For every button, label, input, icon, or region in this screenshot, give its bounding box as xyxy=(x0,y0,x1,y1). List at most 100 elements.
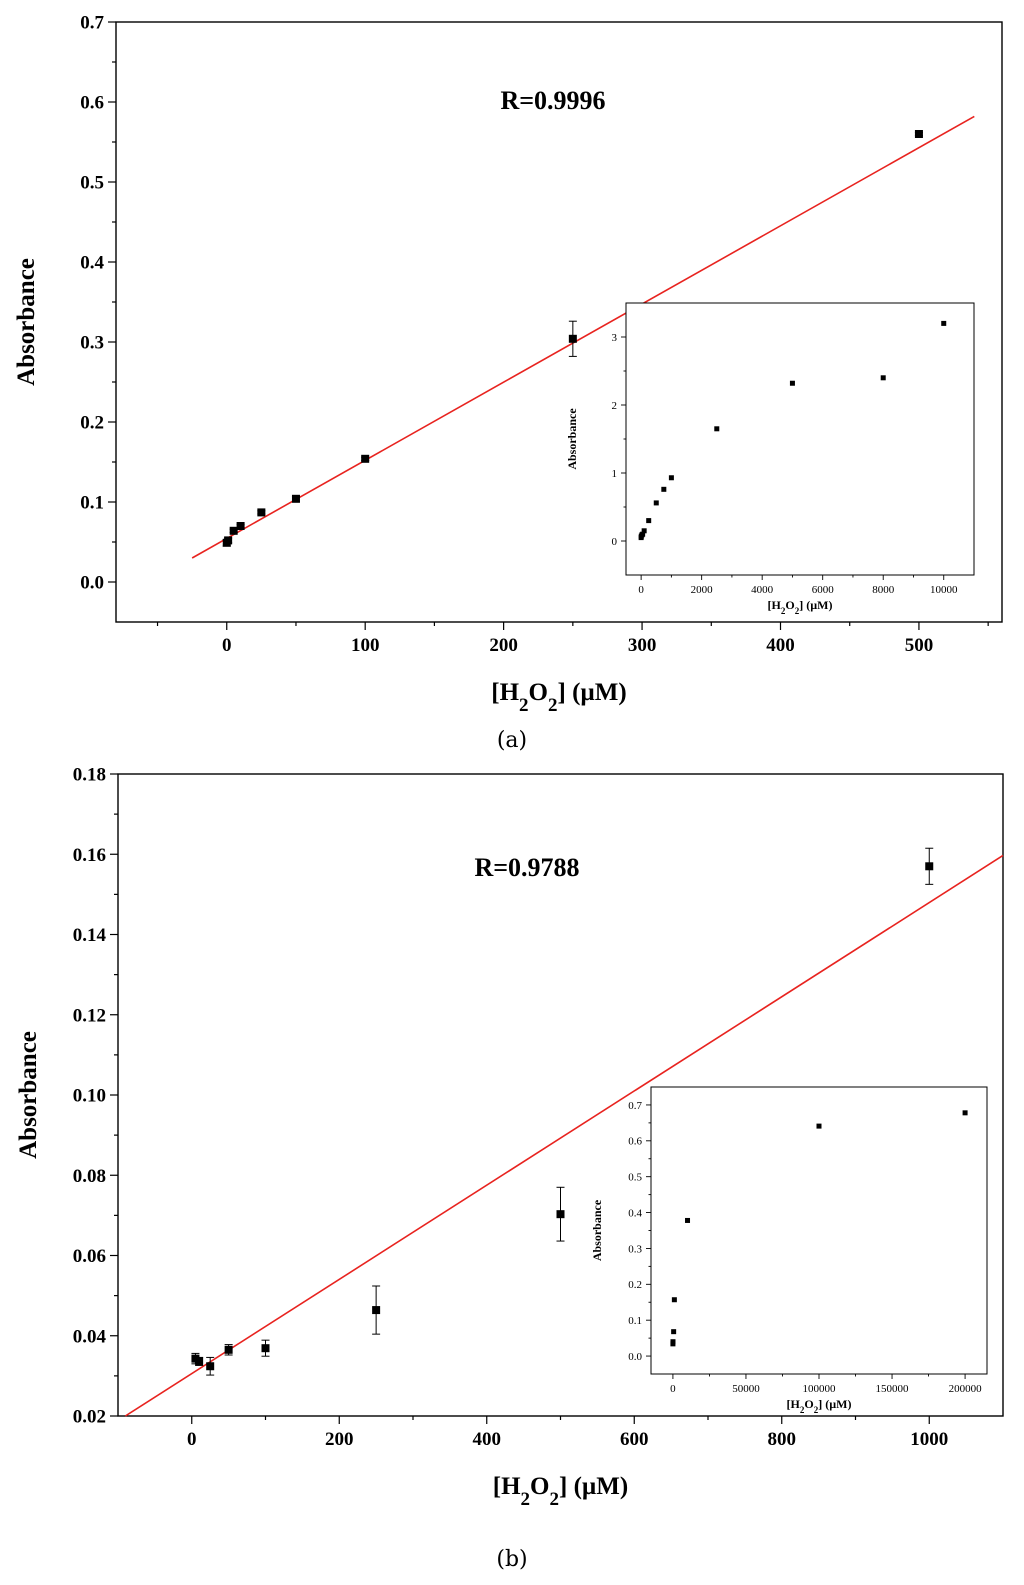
panel-b-plot: 0 200 400 600 800 10000.020.040.060.080.100.1… xyxy=(15,765,1004,1510)
panel-a-inset-x-tick-label: 6000 xyxy=(812,584,835,596)
panel-b-r-annotation: R=0.9788 xyxy=(474,853,579,882)
panel-a-data-point xyxy=(224,536,233,545)
panel-b-inset-y-tick-label: 0.1 xyxy=(628,1315,642,1327)
panel-label-a: (a) xyxy=(496,728,528,753)
panel-a-inset-data-point xyxy=(789,380,795,386)
panel-a-inset-x-tick-label: 10000 xyxy=(930,584,958,596)
panel-b-x-tick-label: 400 xyxy=(473,1429,502,1450)
panel-b-x-tick-label: 600 xyxy=(620,1429,649,1450)
panel-b-inset-y-axis-label: Absorbance xyxy=(590,1199,604,1261)
panel-a-fit-line xyxy=(191,115,975,559)
panel-b-data-point xyxy=(195,1357,204,1366)
panel-a-inset-x-tick-label: 4000 xyxy=(751,584,774,596)
panel-a-inset-data-point xyxy=(941,320,947,326)
figure-svg: 0 100 200 300 400 5000.00.10.20.30.40.50.60.7… xyxy=(13,13,1004,1510)
panel-b-y-tick-label: 0.06 xyxy=(73,1246,106,1267)
panel-a-inset-data-point xyxy=(714,426,720,432)
panel-b-y-tick-label: 0.08 xyxy=(73,1166,106,1187)
panel-a-inset-y-tick-label: 3 xyxy=(612,332,618,344)
panel-b-x-tick-label: 800 xyxy=(768,1429,797,1450)
panel-b-data-point xyxy=(206,1362,215,1371)
panel-a-data-point xyxy=(568,334,577,343)
panel-a-inset-data-point xyxy=(653,500,659,506)
panel-a-y-axis-label: Absorbance xyxy=(13,258,40,386)
panel-a-y-tick-label: 0.6 xyxy=(80,93,104,114)
panel-b-inset-x-tick-label: 100000 xyxy=(803,1383,837,1395)
panel-b-inset-x-tick-label: 150000 xyxy=(876,1383,910,1395)
panel-a-inset-plot: 0 2000 4000 6000 8000 10000 0 1 2 3 [H2O2] (µM) Abs… xyxy=(565,302,975,616)
panel-a-x-tick-label: 200 xyxy=(489,635,518,656)
panel-b-data-point xyxy=(925,862,934,871)
panel-a-x-tick-label: 500 xyxy=(905,635,934,656)
panel-a-y-tick-label: 0.2 xyxy=(80,413,104,434)
panel-a-data-point xyxy=(257,508,266,517)
panel-b-x-tick-label: 1000 xyxy=(910,1429,948,1450)
panel-b-inset-x-tick-label: 200000 xyxy=(949,1383,983,1395)
panel-b-y-tick-label: 0.18 xyxy=(73,765,106,786)
panel-b-y-tick-label: 0.14 xyxy=(73,925,107,946)
panel-b-inset-data-point xyxy=(816,1123,822,1129)
panel-b-data-point xyxy=(261,1344,270,1353)
panel-b-inset-y-tick-label: 0.6 xyxy=(628,1136,642,1148)
panel-a-inset-data-point xyxy=(641,528,647,534)
panel-a-x-tick-label: 400 xyxy=(766,635,795,656)
panel-a-inset-y-axis-label: Absorbance xyxy=(565,408,579,470)
panel-label-b: (b) xyxy=(496,1547,528,1572)
panel-b-y-tick-label: 0.16 xyxy=(73,845,106,866)
panel-a-inset-data-point xyxy=(640,531,646,537)
panel-a-inset-x-tick-label: 0 xyxy=(638,584,644,596)
panel-a-r-annotation: R=0.9996 xyxy=(500,86,605,115)
panel-a-data-point xyxy=(229,526,238,535)
panel-b-inset-x-tick-label: 0 xyxy=(670,1383,676,1395)
panel-b-inset-y-tick-label: 0.4 xyxy=(628,1207,642,1219)
panel-b-inset-background xyxy=(651,1087,987,1374)
panel-b-x-tick-label: 200 xyxy=(325,1429,354,1450)
panel-a-inset-x-tick-label: 8000 xyxy=(872,584,895,596)
panel-a-inset-data-point xyxy=(668,475,674,481)
panel-b-inset-data-point xyxy=(671,1329,677,1335)
panel-a-y-tick-label: 0.4 xyxy=(80,253,104,274)
panel-b-inset-y-tick-label: 0.0 xyxy=(628,1351,642,1363)
panel-a-y-tick-label: 0.3 xyxy=(80,333,104,354)
panel-b-inset-data-point xyxy=(685,1217,691,1223)
panel-a-inset-y-tick-label: 1 xyxy=(612,468,618,480)
panel-a-data-point xyxy=(291,494,300,503)
panel-b-inset-data-point xyxy=(962,1110,968,1116)
panel-b-x-axis-label: [H2O2] (µM) xyxy=(493,1473,628,1510)
panel-b-x-tick-label: 0 xyxy=(187,1429,197,1450)
panel-a-inset-y-tick-label: 0 xyxy=(612,536,618,548)
panel-b-y-tick-label: 0.02 xyxy=(73,1407,106,1428)
panel-a-data-point xyxy=(361,454,370,463)
panel-a-x-tick-label: 100 xyxy=(351,635,380,656)
panel-b-y-axis-label: Absorbance xyxy=(15,1031,42,1159)
panel-b-y-tick-label: 0.10 xyxy=(73,1086,106,1107)
panel-b-inset-x-axis-label: [H2O2] (µM) xyxy=(787,1397,852,1415)
panel-b-y-tick-label: 0.12 xyxy=(73,1005,106,1026)
panel-a-inset-x-tick-label: 2000 xyxy=(691,584,714,596)
panel-a-inset-data-point xyxy=(880,375,886,381)
panel-b-inset-y-tick-label: 0.5 xyxy=(628,1172,642,1184)
panel-b-y-tick-label: 0.04 xyxy=(73,1326,107,1347)
panel-b-data-point xyxy=(372,1306,381,1315)
panel-a-x-axis-label: [H2O2] (µM) xyxy=(491,679,626,716)
panel-a-inset-data-point xyxy=(646,518,652,524)
panel-b-inset-x-tick-label: 50000 xyxy=(732,1383,760,1395)
panel-a-inset-data-point xyxy=(661,486,667,492)
panel-b-data-point xyxy=(224,1345,233,1354)
panel-a-inset-background xyxy=(626,303,974,575)
panel-a-data-point xyxy=(914,130,923,138)
panel-a-plot: 0 100 200 300 400 5000.00.10.20.30.40.50.60.7… xyxy=(13,13,1003,716)
panel-b-inset-y-tick-label: 0.7 xyxy=(628,1100,642,1112)
panel-a-x-tick-label: 300 xyxy=(628,635,657,656)
panel-b-inset-plot: 0 50000 100000 150000 200000 0.0 0.1 0.2 0.3 0.4 0… xyxy=(590,1086,988,1415)
panel-a-x-tick-label: 0 xyxy=(222,635,232,656)
panel-a-y-tick-label: 0.1 xyxy=(80,493,104,514)
panel-b-inset-data-point xyxy=(671,1297,677,1303)
panel-a-data-point xyxy=(236,522,245,530)
panel-a-y-tick-label: 0.7 xyxy=(80,13,104,34)
panel-a-plot-frame xyxy=(115,21,1003,623)
panel-b-inset-y-tick-label: 0.3 xyxy=(628,1243,642,1255)
panel-b-inset-y-tick-label: 0.2 xyxy=(628,1279,642,1291)
panel-a-y-tick-label: 0.0 xyxy=(80,573,104,594)
